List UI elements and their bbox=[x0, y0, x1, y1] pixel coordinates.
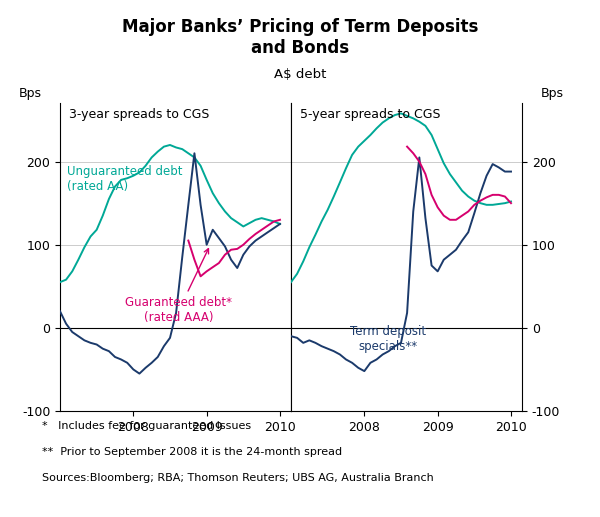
Text: Bps: Bps bbox=[19, 87, 41, 100]
Text: *   Includes fee for guaranteed issues: * Includes fee for guaranteed issues bbox=[42, 421, 251, 431]
Text: A$ debt: A$ debt bbox=[274, 68, 326, 81]
Text: Unguaranteed debt
(rated AA): Unguaranteed debt (rated AA) bbox=[67, 165, 182, 193]
Text: Bps: Bps bbox=[541, 87, 563, 100]
Text: Sources:Bloomberg; RBA; Thomson Reuters; UBS AG, Australia Branch: Sources:Bloomberg; RBA; Thomson Reuters;… bbox=[42, 473, 434, 483]
Text: Guaranteed debt*
(rated AAA): Guaranteed debt* (rated AAA) bbox=[125, 249, 232, 324]
Text: **  Prior to September 2008 it is the 24-month spread: ** Prior to September 2008 it is the 24-… bbox=[42, 447, 342, 457]
Text: Term deposit
specials**: Term deposit specials** bbox=[350, 325, 426, 353]
Text: 5-year spreads to CGS: 5-year spreads to CGS bbox=[300, 108, 441, 121]
Text: 3-year spreads to CGS: 3-year spreads to CGS bbox=[69, 108, 209, 121]
Text: Major Banks’ Pricing of Term Deposits
and Bonds: Major Banks’ Pricing of Term Deposits an… bbox=[122, 18, 478, 57]
